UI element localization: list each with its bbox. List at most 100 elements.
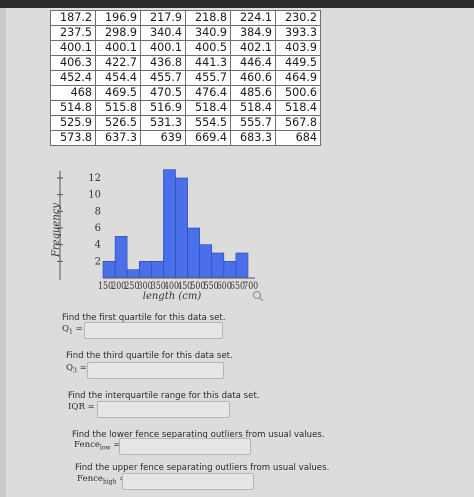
table-cell: 230.2 [275,10,321,26]
histogram-bar [187,227,200,279]
y-tick-label: 8 [95,206,101,217]
table-cell: 224.1 [230,10,276,26]
table-cell: 454.4 [95,70,141,86]
table-cell: 500.6 [275,85,321,101]
table-cell: 526.5 [95,115,141,131]
table-row: 187.2 196.9 217.9 218.8 224.1 230.2 [50,10,321,26]
histogram-bar [163,169,176,279]
x-tick-label: 700 [243,281,258,292]
x-tick-label: 350 [151,281,166,292]
iqr-prompt: Find the interquartile range for this da… [68,391,260,401]
table-cell: 554.5 [185,115,231,131]
table-cell: 460.6 [230,70,276,86]
table-cell: 406.3 [50,55,96,71]
table-cell: 555.7 [230,115,276,131]
table-cell: 402.1 [230,40,276,56]
table-cell: 187.2 [50,10,96,26]
q3-label: Q3 = [66,363,87,375]
table-cell: 469.5 [95,85,141,101]
table-cell: 400.1 [95,40,141,56]
table-cell: 514.8 [50,100,96,116]
x-tick-label: 650 [230,281,245,292]
left-edge [0,8,6,497]
table-cell: 452.4 [50,70,96,86]
table-row: 400.1 400.1 400.1 400.5 402.1 403.9 [50,40,321,56]
x-tick-label: 250 [124,281,139,292]
table-cell: 455.7 [185,70,231,86]
table-cell: 218.8 [185,10,231,26]
x-tick-label: 500 [190,281,205,292]
q1-input[interactable] [84,322,223,339]
table-cell: 393.3 [275,25,321,41]
table-row: 468 469.5 470.5 476.4 485.6 500.6 [50,85,321,101]
table-cell: 449.5 [275,55,321,71]
table-cell: 476.4 [185,85,231,101]
q1-label: Q1 = [62,324,83,336]
histogram-bar [114,236,128,279]
table-cell: 237.5 [50,25,96,41]
table-cell: 422.7 [95,55,141,71]
table-cell: 436.8 [140,55,186,71]
lower-fence-label: Fencelow = [74,440,121,452]
magnifier-icon[interactable] [252,290,264,302]
table-cell: 531.3 [140,115,186,131]
table-cell: 516.9 [140,100,186,116]
histogram-bar [151,261,164,279]
x-axis-label: length (cm) [143,291,202,302]
iqr-input[interactable] [97,401,230,418]
x-tick-label: 450 [177,281,192,292]
table-cell: 485.6 [230,85,276,101]
table-row: 452.4 454.4 455.7 455.7 460.6 464.9 [50,70,321,86]
table-cell: 403.9 [275,40,321,56]
data-table: 187.2 196.9 217.9 218.8 224.1 230.2 237.5 298.9… [50,10,321,146]
x-tick-label: 200 [111,281,126,292]
table-cell: 567.8 [275,115,321,131]
x-tick-label: 150 [98,281,113,292]
table-cell: 468 [50,85,96,101]
y-tick-label: 12 [88,173,101,184]
table-cell: 441.3 [185,55,231,71]
table-cell: 464.9 [275,70,321,86]
top-bar [0,0,474,8]
table-cell: 298.9 [95,25,141,41]
table-cell: 196.9 [95,10,141,26]
table-cell: 340.9 [185,25,231,41]
y-tick-label: 6 [95,223,101,234]
table-cell: 340.4 [140,25,186,41]
x-tick-label: 300 [138,281,153,292]
upper-fence-input[interactable] [122,473,254,490]
upper-fence-prompt: Find the upper fence separating outliers… [75,463,330,473]
y-tick-label: 4 [95,240,101,251]
histogram-bar [235,252,249,279]
table-cell: 400.5 [185,40,231,56]
table-cell: 400.1 [50,40,96,56]
table-cell: 455.7 [140,70,186,86]
histogram-bar [138,261,152,279]
y-axis-label: Frequency [51,203,62,258]
q3-prompt: Find the third quartile for this data se… [66,351,233,361]
table-cell: 400.1 [140,40,186,56]
x-tick-label: 400 [164,281,179,292]
table-row: 573.8 637.3 639 669.4 683.3 684 [50,130,321,146]
lower-fence-prompt: Find the lower fence separating outliers… [72,430,325,440]
table-cell: 669.4 [185,130,231,146]
table-cell: 470.5 [140,85,186,101]
histogram-bar [175,177,188,279]
histogram-bar [102,261,116,279]
histogram: 2 4 6 8 10 12 1502002503003504004505005506006… [51,169,258,302]
histogram-bar [211,252,225,279]
y-tick-label: 10 [88,190,101,201]
table-cell: 639 [140,130,186,146]
table-cell: 518.4 [275,100,321,116]
q3-input[interactable] [87,362,224,379]
upper-fence-label: Fencehigh = [77,474,126,486]
table-cell: 637.3 [95,130,141,146]
lower-fence-input[interactable] [119,438,251,455]
table-cell: 217.9 [140,10,186,26]
histogram-bar [223,261,237,279]
table-cell: 525.9 [50,115,96,131]
x-tick-label: 550 [204,281,219,292]
table-cell: 515.8 [95,100,141,116]
histogram-bar [126,269,140,279]
table-cell: 684 [275,130,321,146]
